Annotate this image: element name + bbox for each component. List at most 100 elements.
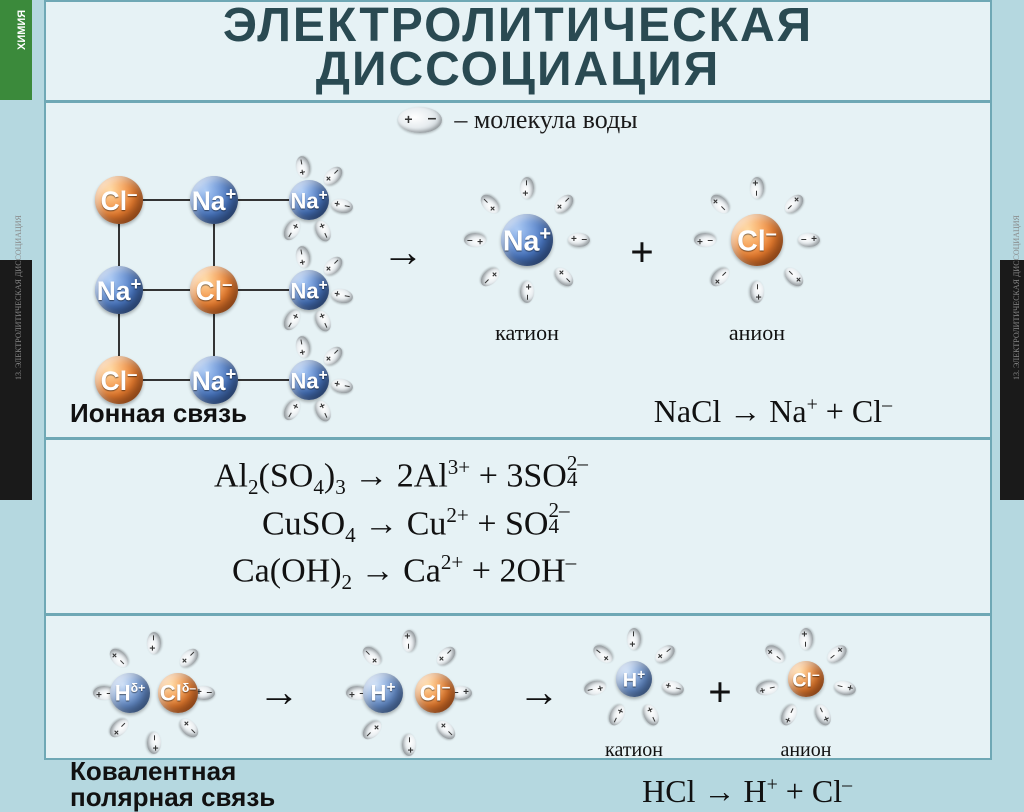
water-petal: +– — [520, 281, 534, 303]
water-petal: –+ — [812, 702, 834, 728]
anion-label: анион — [672, 320, 842, 346]
na-ball: Na+ — [501, 214, 553, 266]
page-title: ЭЛЕКТРОЛИТИЧЕСКАЯ ДИССОЦИАЦИЯ — [46, 4, 990, 92]
cl-anion: –+–+–+–+–+–+–+Cl– анион — [746, 624, 866, 762]
lattice-diagram: Cl–Na+Na+Cl–Cl–Na++–+–+–+–+–Na++–+–+–+–+… — [64, 147, 364, 399]
sidebar-topic-left: 13. ЭЛЕКТРОЛИТИЧЕСКАЯ ДИССОЦИАЦИЯ — [0, 260, 32, 500]
water-petal: +– — [312, 218, 334, 244]
title-band: ЭЛЕКТРОЛИТИЧЕСКАЯ ДИССОЦИАЦИЯ — [46, 2, 990, 103]
cation-label: катион — [442, 320, 612, 346]
water-petal: +– — [280, 397, 303, 423]
water-petal: –+ — [694, 233, 716, 247]
nacl-equation: NaCl → Na+ + Cl– — [654, 393, 892, 430]
h-ball: H+ — [616, 661, 652, 697]
water-petal: +– — [320, 344, 345, 369]
water-petal: +– — [294, 245, 312, 269]
eq-cuso4: CuSO4 → Cu2+ + SO2–4 — [262, 502, 972, 550]
na-ball: Na+ — [289, 180, 329, 220]
water-petal: –+ — [777, 702, 799, 728]
panel-equations: Al2(SO4)3 → 2Al3+ + 3SO2–4 CuSO4 → Cu2+ … — [46, 437, 990, 613]
water-petal: +– — [520, 177, 534, 199]
water-petal: +– — [477, 191, 502, 216]
cl-ball: Cl– — [95, 356, 143, 404]
water-petal: –+ — [762, 642, 788, 667]
poster-page: ЭЛЕКТРОЛИТИЧЕСКАЯ ДИССОЦИАЦИЯ +– – молек… — [44, 0, 992, 760]
panel-ionic: Cl–Na+Na+Cl–Cl–Na++–+–+–+–+–Na++–+–+–+–+… — [46, 145, 990, 437]
plus-icon: + — [630, 229, 654, 277]
water-petal: –+ — [402, 734, 416, 756]
water-petal: +– — [464, 233, 486, 247]
water-petal: –+ — [781, 191, 806, 216]
na-ball: Na+ — [190, 176, 238, 224]
eq-al2so4: Al2(SO4)3 → 2Al3+ + 3SO2–4 — [214, 454, 972, 502]
water-petal: +– — [312, 308, 334, 334]
water-petal: –+ — [798, 233, 820, 247]
water-petal: +– — [294, 335, 312, 359]
legend-text: – молекула воды — [454, 105, 637, 135]
water-petal: +– — [640, 702, 662, 728]
water-petal: +– — [330, 377, 354, 395]
water-petal: –+ — [750, 177, 764, 199]
water-petal: –+ — [707, 264, 732, 289]
water-petal: +– — [433, 643, 458, 668]
na-ball: Na+ — [289, 360, 329, 400]
water-petal: –+ — [707, 191, 732, 216]
cl-ball: Cl– — [95, 176, 143, 224]
h-ball: Hδ+ — [110, 673, 150, 713]
water-petal: +– — [568, 233, 590, 247]
water-petal: +– — [320, 254, 345, 279]
cl-ball: Cl– — [788, 661, 824, 697]
water-petal: +– — [280, 307, 303, 333]
water-petal: +– — [177, 715, 202, 740]
hydrated-cation: +–+–+–+–+–+–+–+–Na+ катион — [442, 147, 612, 346]
arrow-icon: → — [518, 669, 560, 717]
sidebar-subject-text: ХИМИЯ — [16, 10, 28, 50]
cl-ball: Clδ– — [158, 673, 198, 713]
water-petal: –+ — [824, 642, 850, 667]
water-petal: +– — [583, 678, 608, 697]
h-ball: H+ — [363, 673, 403, 713]
sidebar-topic-right: 13. ЭЛЕКТРОЛИТИЧЕСКАЯ ДИССОЦИАЦИЯ — [1000, 260, 1024, 500]
hcl-hydrated: –++––++––++––++–H+Cl– — [314, 628, 504, 758]
water-petal: +– — [359, 643, 384, 668]
water-petal: +– — [590, 642, 616, 667]
water-petal: +– — [652, 642, 678, 667]
water-petal: +– — [320, 164, 345, 189]
plus-icon: + — [708, 669, 732, 717]
water-petal: –+ — [147, 732, 161, 754]
water-petal: +– — [551, 191, 576, 216]
na-ball: Na+ — [95, 266, 143, 314]
water-petal: +– — [359, 717, 384, 742]
water-petal: –+ — [106, 715, 131, 740]
water-petal: –+ — [833, 678, 858, 697]
arrow-icon: → — [382, 229, 424, 277]
covalent-caption: Ковалентная полярная связь — [70, 758, 275, 810]
cl-ball: Cl– — [190, 266, 238, 314]
water-petal: +– — [294, 155, 312, 179]
arrow-icon: → — [258, 669, 300, 717]
water-petal: –+ — [750, 281, 764, 303]
water-petal: +– — [627, 628, 641, 650]
water-petal: +– — [661, 678, 686, 697]
hydrated-anion: –+–+–+–+–+–+–+–+Cl– анион — [672, 147, 842, 346]
na-ball: Na+ — [190, 356, 238, 404]
water-petal: –+ — [106, 645, 131, 670]
water-petal: +– — [280, 217, 303, 243]
water-petal: –+ — [781, 264, 806, 289]
sidebar-subject-badge: ХИМИЯ — [0, 0, 32, 100]
water-petal: –+ — [402, 630, 416, 652]
water-petal: +– — [606, 702, 628, 728]
water-petal: –+ — [755, 678, 780, 697]
eq-caoh2: Ca(OH)2 → Ca2+ + 2OH– — [232, 549, 972, 597]
water-petal: +– — [551, 264, 576, 289]
cl-ball: Cl– — [415, 673, 455, 713]
water-petal: –+ — [799, 628, 813, 650]
water-dipole-icon: +– — [398, 107, 442, 133]
water-petal: +– — [312, 398, 334, 424]
cl-ball: Cl– — [731, 214, 783, 266]
water-petal: +– — [477, 264, 502, 289]
water-petal: +– — [330, 287, 354, 305]
legend-row: +– – молекула воды — [46, 103, 990, 145]
panel-covalent: +–+–+–+––+–+–+–+Hδ+Clδ– → –++––++––++––+… — [46, 613, 990, 801]
hcl-molecule: +–+–+–+––+–+–+–+Hδ+Clδ– — [64, 628, 244, 758]
